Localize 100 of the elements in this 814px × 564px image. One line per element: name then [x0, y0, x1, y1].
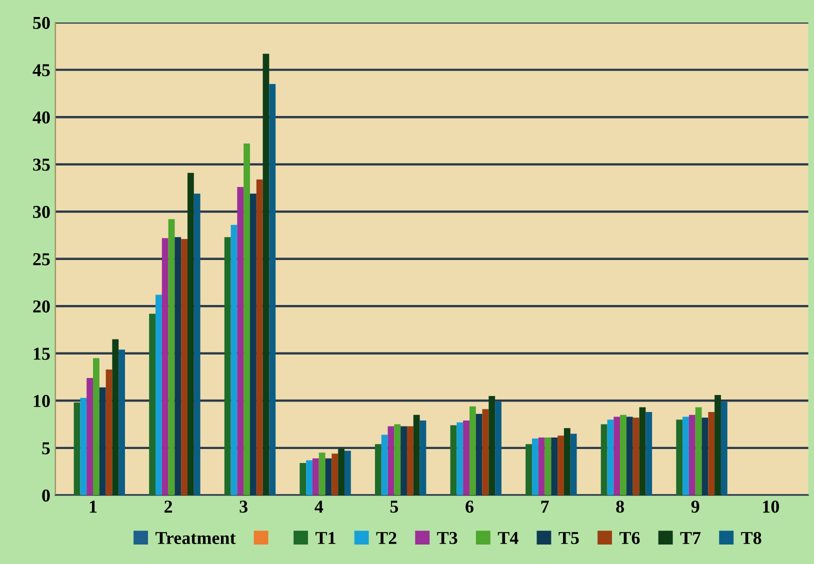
bar — [74, 402, 80, 496]
bar — [262, 54, 270, 496]
bar — [420, 420, 426, 496]
bar — [86, 378, 93, 496]
bar — [237, 187, 244, 496]
bar — [269, 84, 276, 496]
bar — [450, 425, 457, 496]
bar — [381, 434, 388, 496]
bar — [168, 219, 175, 496]
bar — [312, 458, 319, 496]
bar — [344, 450, 351, 496]
x-tick-label: 10 — [763, 500, 779, 513]
bar — [224, 237, 231, 496]
legend-label: T4 — [498, 532, 518, 544]
legend-label: T7 — [680, 532, 701, 544]
bar — [174, 237, 182, 496]
bar — [714, 394, 721, 496]
bar — [463, 420, 470, 496]
bar — [620, 414, 626, 496]
bar — [318, 452, 326, 496]
bar — [676, 420, 683, 496]
bar — [614, 416, 620, 496]
y-tick-label: 15 — [34, 348, 50, 360]
bar — [93, 358, 100, 496]
x-tick-label: 2 — [164, 500, 172, 513]
bar — [106, 369, 112, 496]
bar — [702, 418, 708, 496]
bar — [646, 412, 652, 496]
bar — [526, 444, 532, 496]
bar — [570, 434, 577, 496]
bar — [230, 224, 238, 496]
x-tick-label: 5 — [390, 500, 398, 513]
bar — [149, 314, 156, 496]
bar — [338, 448, 344, 496]
legend-label: Treatment — [155, 532, 236, 544]
bar — [558, 436, 564, 496]
bar — [708, 412, 715, 496]
bar — [406, 426, 414, 496]
bar — [112, 339, 119, 496]
y-tick-label: 35 — [33, 158, 50, 171]
bar — [325, 458, 332, 496]
x-tick-label: 9 — [691, 500, 700, 513]
bar — [538, 438, 545, 496]
y-tick-label: 50 — [33, 16, 50, 29]
bar — [626, 416, 633, 496]
bar — [639, 407, 646, 496]
x-tick-label: 8 — [616, 500, 624, 513]
bar — [194, 194, 200, 496]
bar — [607, 420, 614, 496]
bar — [720, 402, 728, 496]
bar — [600, 424, 608, 496]
bar — [456, 422, 464, 496]
legend-label: T6 — [619, 532, 640, 544]
x-tick-label: 3 — [240, 500, 248, 513]
y-tick-label: 30 — [33, 206, 50, 218]
bar — [413, 414, 420, 496]
legend-label: T3 — [437, 532, 458, 544]
x-tick-label: 6 — [466, 500, 474, 513]
y-tick-label: 10 — [34, 394, 50, 408]
bar — [250, 194, 256, 496]
bar — [181, 239, 188, 496]
bar — [99, 387, 106, 496]
legend-label: T1 — [316, 532, 336, 544]
bar — [544, 438, 552, 496]
bar — [118, 350, 125, 496]
bar — [80, 398, 87, 496]
bar — [688, 414, 696, 496]
bar — [632, 418, 640, 496]
bar — [469, 406, 476, 496]
y-tick-label: 20 — [33, 300, 50, 313]
legend-label: T5 — [558, 532, 579, 544]
bar — [564, 428, 570, 496]
y-tick-label: 40 — [32, 111, 50, 124]
bar — [532, 438, 538, 496]
x-tick-label: 1 — [90, 500, 97, 513]
bar — [155, 294, 162, 496]
y-tick-label: 25 — [33, 253, 50, 266]
bar — [394, 424, 401, 496]
bar — [187, 172, 194, 496]
bar — [306, 460, 312, 496]
bar — [332, 454, 338, 496]
bar — [488, 396, 496, 496]
bar — [300, 463, 306, 496]
bar — [682, 416, 689, 496]
y-tick-label: 45 — [32, 64, 50, 76]
bar — [162, 238, 168, 496]
legend-label: T2 — [376, 532, 396, 544]
bar — [495, 402, 502, 496]
bar — [388, 426, 394, 496]
bar — [256, 179, 263, 496]
y-tick-label: 5 — [42, 442, 50, 454]
bar — [482, 409, 489, 496]
x-tick-label: 7 — [541, 500, 549, 513]
bar — [551, 438, 558, 496]
bar — [695, 407, 702, 496]
bar — [476, 414, 482, 496]
bar — [244, 144, 250, 496]
x-tick-label: 4 — [314, 500, 324, 513]
y-tick-label: 0 — [42, 489, 50, 502]
bar — [400, 426, 407, 496]
